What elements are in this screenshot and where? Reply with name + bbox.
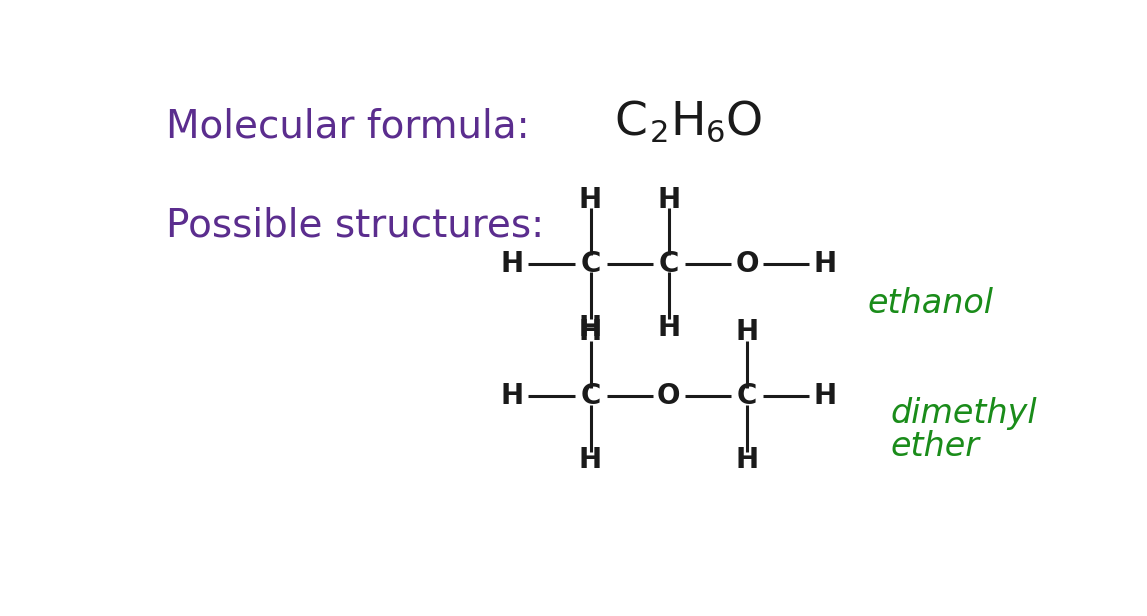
Text: C: C [658, 249, 679, 278]
Text: C: C [615, 100, 647, 145]
Text: H: H [657, 185, 680, 214]
Text: H: H [579, 314, 602, 342]
Text: Molecular formula:: Molecular formula: [165, 107, 529, 145]
Text: ether: ether [890, 430, 980, 463]
Text: dimethyl: dimethyl [890, 397, 1037, 429]
Text: C: C [580, 383, 601, 410]
Text: H: H [735, 318, 758, 346]
Text: H: H [657, 314, 680, 342]
Text: H: H [579, 318, 602, 346]
Text: H: H [579, 185, 602, 214]
Text: H: H [671, 100, 707, 145]
Text: H: H [501, 249, 524, 278]
Text: O: O [726, 100, 763, 145]
Text: O: O [735, 249, 758, 278]
Text: 2: 2 [650, 119, 670, 148]
Text: H: H [501, 383, 524, 410]
Text: H: H [813, 249, 837, 278]
Text: H: H [813, 383, 837, 410]
Text: H: H [579, 447, 602, 474]
Text: 6: 6 [707, 119, 725, 148]
Text: C: C [736, 383, 757, 410]
Text: C: C [580, 249, 601, 278]
Text: Possible structures:: Possible structures: [165, 207, 544, 245]
Text: ethanol: ethanol [868, 288, 993, 320]
Text: H: H [735, 447, 758, 474]
Text: O: O [657, 383, 680, 410]
